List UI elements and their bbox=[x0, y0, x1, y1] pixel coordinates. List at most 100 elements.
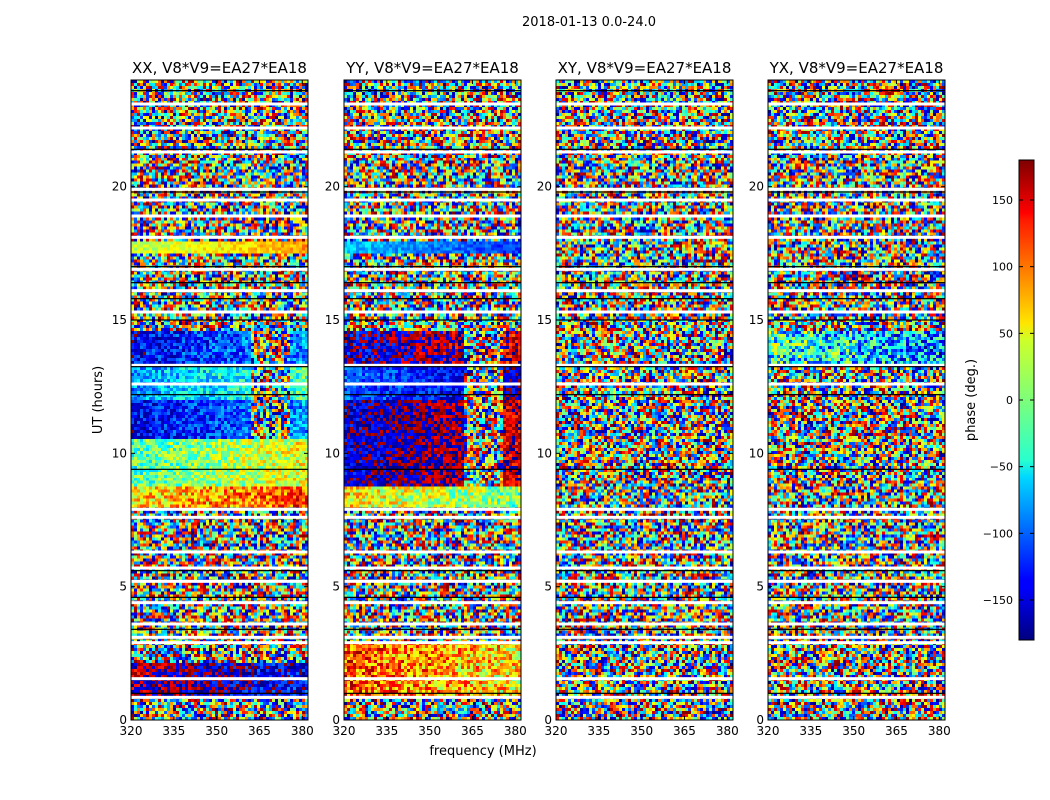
flagged-gap bbox=[768, 635, 945, 639]
flagged-gap bbox=[768, 677, 945, 681]
flagged-gap bbox=[768, 695, 945, 699]
scan-boundary bbox=[556, 191, 733, 193]
y-tick-label: 0 bbox=[332, 713, 340, 727]
scan-boundary bbox=[768, 570, 945, 572]
scan-boundary bbox=[768, 148, 945, 150]
flagged-gap bbox=[556, 677, 733, 681]
flagged-gap bbox=[556, 515, 733, 519]
flagged-gap bbox=[556, 187, 733, 191]
flagged-gap bbox=[344, 579, 521, 583]
flagged-gap bbox=[556, 235, 733, 239]
x-tick-label: 335 bbox=[162, 724, 185, 738]
flagged-gap bbox=[556, 126, 733, 130]
scan-boundary bbox=[131, 298, 308, 300]
flagged-gap bbox=[344, 150, 521, 154]
flagged-gap bbox=[556, 289, 733, 293]
flagged-gap bbox=[344, 641, 521, 645]
scan-boundary bbox=[768, 90, 945, 92]
flagged-gap bbox=[344, 515, 521, 519]
y-tick-label: 0 bbox=[756, 713, 764, 727]
colorbar: 150 100 50 0 −50 −100 −150 phase (deg.) bbox=[964, 159, 1035, 641]
x-tick-label: 335 bbox=[375, 724, 398, 738]
x-tick-label: 365 bbox=[673, 724, 696, 738]
flagged-gap bbox=[131, 102, 308, 106]
flagged-gap bbox=[131, 289, 308, 293]
scan-boundary bbox=[344, 282, 521, 284]
x-tick-label: 320 bbox=[120, 724, 143, 738]
flagged-gap bbox=[344, 187, 521, 191]
scan-boundary bbox=[344, 319, 521, 321]
flagged-gap bbox=[556, 310, 733, 314]
flagged-gap bbox=[768, 150, 945, 154]
flagged-gap bbox=[131, 635, 308, 639]
plot-frame bbox=[767, 79, 946, 721]
flagged-gap bbox=[131, 507, 308, 511]
scan-boundary bbox=[556, 468, 733, 470]
flagged-gap bbox=[556, 635, 733, 639]
scan-boundary bbox=[556, 90, 733, 92]
flagged-gap bbox=[131, 382, 308, 386]
flagged-gap bbox=[344, 382, 521, 386]
x-tick-label: 380 bbox=[928, 724, 951, 738]
flagged-gap bbox=[344, 507, 521, 511]
scan-boundary bbox=[768, 366, 945, 368]
plot-frame bbox=[130, 79, 309, 721]
panel-4: YX, V8*V9=EA27*EA18 320 335 350 365 380 0 5 10 15… bbox=[749, 59, 951, 738]
scan-boundary bbox=[131, 191, 308, 193]
scan-boundary bbox=[556, 596, 733, 598]
scan-boundary bbox=[768, 692, 945, 694]
scan-boundary bbox=[556, 148, 733, 150]
y-tick-label: 20 bbox=[112, 180, 127, 194]
flagged-gap bbox=[556, 601, 733, 605]
flagged-gap bbox=[344, 677, 521, 681]
scan-boundary bbox=[768, 394, 945, 396]
flagged-gap bbox=[768, 566, 945, 570]
flagged-gap bbox=[344, 289, 521, 293]
flagged-gap bbox=[131, 601, 308, 605]
flagged-gap bbox=[131, 235, 308, 239]
colorbar-tick-label: 100 bbox=[992, 261, 1013, 274]
flagged-gap bbox=[556, 363, 733, 367]
scan-boundary bbox=[556, 266, 733, 268]
heatmap-raster bbox=[556, 80, 733, 720]
flagged-gap bbox=[344, 267, 521, 271]
flagged-gap bbox=[131, 695, 308, 699]
panel-2: YY, V8*V9=EA27*EA18 320 335 350 365 380 0 5 10 15… bbox=[325, 59, 527, 738]
flagged-gap bbox=[768, 550, 945, 554]
x-tick-label: 350 bbox=[418, 724, 441, 738]
y-tick-label: 15 bbox=[537, 313, 552, 327]
scan-boundary bbox=[344, 266, 521, 268]
x-tick-label: 320 bbox=[333, 724, 356, 738]
y-tick-label: 15 bbox=[112, 313, 127, 327]
y-tick-label: 10 bbox=[325, 446, 340, 460]
y-tick-label: 20 bbox=[749, 180, 764, 194]
flagged-gap bbox=[344, 102, 521, 106]
flagged-gap bbox=[768, 235, 945, 239]
flagged-gap bbox=[131, 579, 308, 583]
heatmap-raster bbox=[131, 80, 308, 720]
flagged-gap bbox=[131, 363, 308, 367]
flagged-gap bbox=[556, 695, 733, 699]
flagged-gap bbox=[768, 267, 945, 271]
scan-boundary bbox=[556, 319, 733, 321]
scan-boundary bbox=[556, 570, 733, 572]
y-tick-label: 15 bbox=[325, 313, 340, 327]
flagged-gap bbox=[768, 641, 945, 645]
flagged-gap bbox=[556, 382, 733, 386]
colorbar-ticks: 150 100 50 0 −50 −100 −150 bbox=[983, 194, 1034, 607]
heatmap-raster bbox=[344, 80, 521, 720]
y-axis-label: UT (hours) bbox=[91, 366, 106, 434]
scan-boundary bbox=[131, 319, 308, 321]
flagged-gap bbox=[344, 310, 521, 314]
scan-boundary bbox=[768, 298, 945, 300]
scan-boundary bbox=[768, 191, 945, 193]
scan-boundary bbox=[768, 468, 945, 470]
flagged-gap bbox=[768, 310, 945, 314]
flagged-gap bbox=[131, 150, 308, 154]
scan-boundary bbox=[131, 394, 308, 396]
flagged-gap bbox=[556, 150, 733, 154]
panel-1: XX, V8*V9=EA27*EA18 320 335 350 365 380 0 5 10 15… bbox=[112, 59, 314, 738]
x-tick-label: 320 bbox=[757, 724, 780, 738]
flagged-gap bbox=[768, 579, 945, 583]
